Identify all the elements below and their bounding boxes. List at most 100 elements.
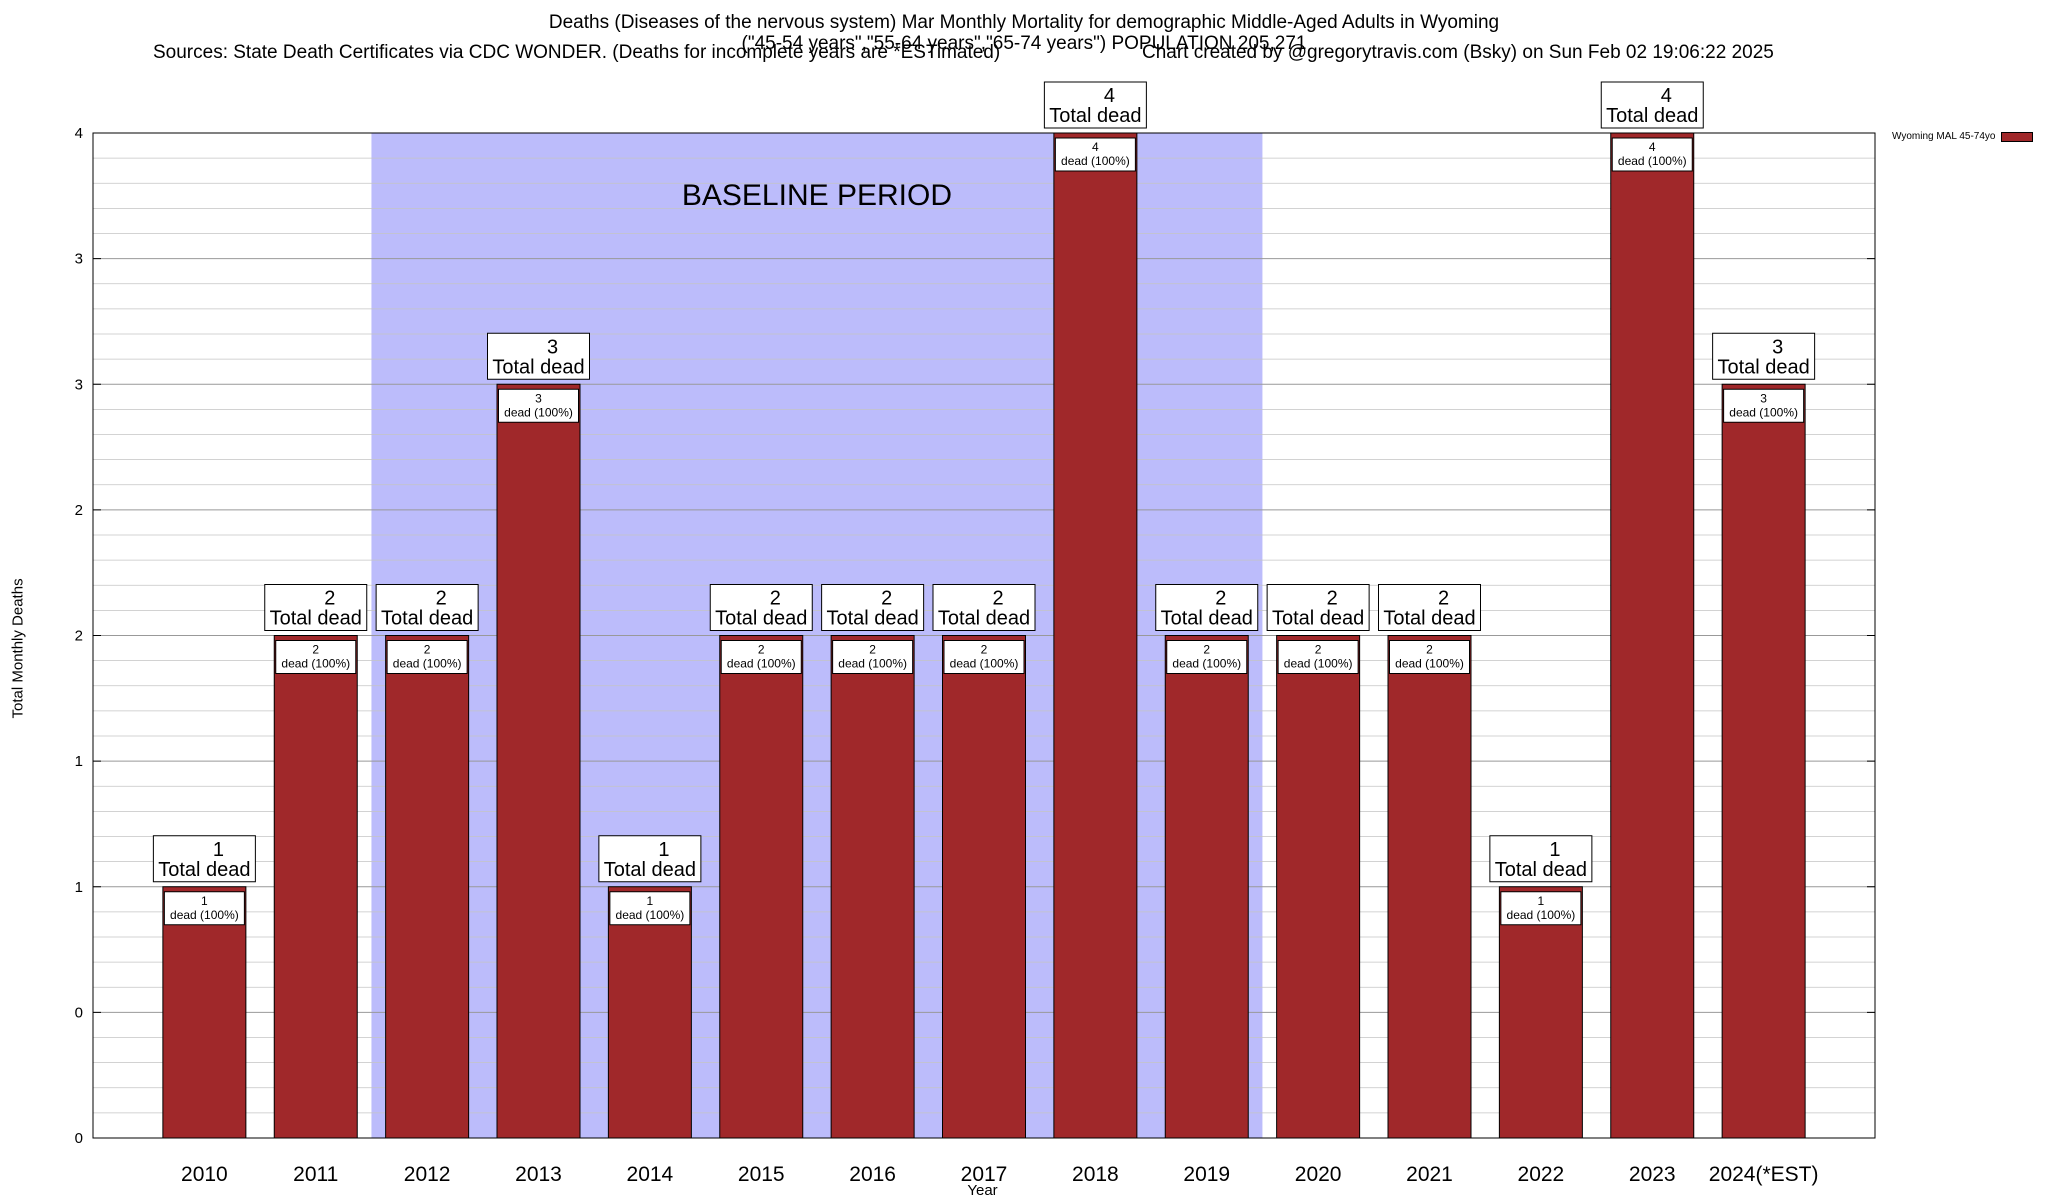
bar-inner-label-value: 1 (201, 894, 208, 908)
bar-top-label-value: 3 (547, 336, 558, 358)
x-tick-label: 2023 (1629, 1163, 1676, 1186)
bar-inner-label-value: 2 (869, 643, 876, 657)
y-tick-label: 0 (75, 1004, 83, 1021)
y-tick-label: 3 (75, 251, 83, 268)
bar-inner-label-box (275, 640, 357, 674)
x-tick-label: 2013 (515, 1163, 562, 1186)
chart-title-line-2: ("45-54 years","55-64 years","65-74 year… (741, 33, 1307, 54)
bar-top-label-value: 1 (658, 839, 669, 861)
bar-inner-label-text: dead (100%) (170, 908, 239, 922)
bar-inner-label-text: dead (100%) (1729, 405, 1798, 419)
x-tick-label: 2021 (1406, 1163, 1453, 1186)
bar-top-label-box (487, 332, 590, 380)
bar-inner-label-text: dead (100%) (393, 657, 462, 671)
bar-inner-label-text: dead (100%) (727, 657, 796, 671)
x-tick-label: 2020 (1295, 1163, 1342, 1186)
bar-top-label-value: 2 (770, 588, 781, 610)
bar-top-label-value: 2 (436, 588, 447, 610)
x-axis-title: Year (967, 1182, 998, 1199)
bar (1164, 635, 1249, 1139)
bar-top-label-text: Total dead (381, 608, 473, 630)
bar-inner-label-value: 3 (1760, 391, 1767, 405)
bar-top-label-value: 1 (213, 839, 224, 861)
y-tick-label: 0 (75, 1130, 83, 1147)
chart-title: Deaths (Diseases of the nervous system) … (0, 12, 2048, 54)
bar-top-label-value: 2 (1215, 588, 1226, 610)
bar-inner-label-text: dead (100%) (1061, 154, 1130, 168)
bar-top-label-text: Total dead (938, 608, 1030, 630)
bar-inner-label-box (163, 891, 245, 926)
bar-top-label-text: Total dead (1606, 105, 1698, 127)
bar (1276, 635, 1361, 1139)
bar-inner-label-text: dead (100%) (1284, 657, 1353, 671)
bar-top-label-box (1266, 584, 1370, 631)
bar-top-label-value: 2 (881, 588, 892, 610)
bar (607, 886, 692, 1139)
x-tick-label: 2012 (404, 1163, 451, 1186)
bar-top-label-value: 1 (1549, 839, 1560, 861)
y-tick-label: 1 (75, 753, 83, 770)
bar-inner-label-value: 2 (981, 643, 988, 657)
bar-top-label-box (821, 584, 925, 631)
bar-top-label-text: Total dead (1495, 859, 1587, 881)
bar-inner-label-text: dead (100%) (950, 657, 1019, 671)
bar-inner-label-box (1500, 891, 1582, 926)
bar-inner-label-value: 3 (535, 391, 542, 405)
bar-inner-label-text: dead (100%) (281, 657, 350, 671)
bar-inner-label-box (832, 640, 914, 674)
bar-top-label-box (1043, 81, 1147, 129)
bar-top-label-box (1378, 584, 1481, 631)
bar-inner-label-text: dead (100%) (1618, 154, 1687, 168)
bar-top-label-box (1155, 584, 1259, 631)
bar-inner-label-box (1277, 640, 1359, 674)
chart-sources: Sources: State Death Certificates via CD… (153, 42, 1001, 63)
bar-top-label-text: Total dead (158, 859, 250, 881)
bar-top-label-text: Total dead (715, 608, 807, 630)
bar (162, 886, 247, 1139)
bar-inner-label-box (943, 640, 1025, 674)
bar-top-label-value: 2 (1438, 588, 1449, 610)
bar-top-label-value: 2 (324, 588, 335, 610)
bar-top-label-text: Total dead (1717, 356, 1809, 378)
chart-title-line-1: Deaths (Diseases of the nervous system) … (548, 12, 1500, 33)
bar-top-label-box (264, 584, 368, 631)
bar-inner-label-value: 1 (647, 894, 654, 908)
bar (830, 635, 915, 1139)
bar-top-label-text: Total dead (270, 608, 362, 630)
bar-top-label-box (375, 584, 479, 631)
bar-inner-label-value: 2 (758, 643, 765, 657)
bar (1053, 132, 1138, 1139)
bar-top-label-text: Total dead (604, 859, 696, 881)
bar-top-label-text: Total dead (826, 608, 918, 630)
bar-top-label-value: 4 (1104, 85, 1115, 107)
bar-inner-label-value: 2 (1315, 643, 1322, 657)
legend-swatch (2001, 131, 2034, 142)
bar-inner-label-value: 2 (312, 643, 319, 657)
bar-inner-label-text: dead (100%) (1395, 657, 1464, 671)
x-tick-label: 2024(*EST) (1709, 1163, 1819, 1186)
bar-inner-label-text: dead (100%) (1507, 908, 1576, 922)
bar (1498, 886, 1583, 1139)
x-tick-label: 2022 (1518, 1163, 1565, 1186)
bar-top-label-box (598, 835, 702, 883)
bar-inner-label-box (1723, 388, 1805, 423)
bar-top-label-text: Total dead (1049, 105, 1141, 127)
bar-inner-label-value: 4 (1092, 140, 1099, 154)
x-tick-label: 2017 (961, 1163, 1008, 1186)
bar-top-label-text: Total dead (1161, 608, 1253, 630)
bar-top-label-value: 4 (1661, 85, 1672, 107)
bar (1721, 383, 1806, 1139)
x-tick-label: 2016 (849, 1163, 896, 1186)
chart-credit: Chart created by @gregorytravis.com (Bsk… (1142, 42, 1774, 63)
bar-inner-label-box (498, 388, 579, 423)
bar-inner-label-box (1166, 640, 1248, 674)
baseline-period-label: BASELINE PERIOD (682, 179, 952, 212)
bar (496, 383, 581, 1139)
bar-top-label-value: 3 (1772, 336, 1783, 358)
legend: Wyoming MAL 45-74yo (1892, 131, 2034, 142)
bar-top-label-box (1712, 332, 1816, 380)
bar-top-label-value: 2 (992, 588, 1003, 610)
bar-top-label-text: Total dead (1272, 608, 1364, 630)
bar-inner-label-value: 2 (1203, 643, 1210, 657)
